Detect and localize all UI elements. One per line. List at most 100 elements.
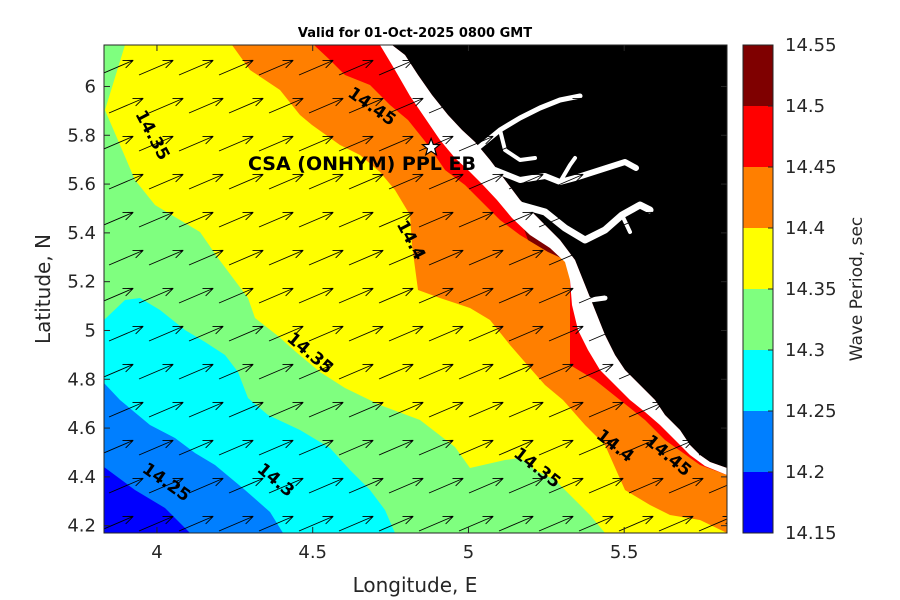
wave-vector-arrow [458,211,494,228]
wave-vector-arrow [668,477,704,494]
land-mask [392,45,727,468]
x-tick-label: 4 [151,542,162,563]
wave-vector-arrow [308,325,344,342]
colorbar-tick-label: 14.35 [785,279,837,300]
wave-vector-arrow [578,439,614,456]
wave-vector-arrow [218,515,254,532]
wave-vector-arrow [338,211,374,228]
wave-vector-arrow [418,211,454,228]
wave-vector-arrow [498,135,534,152]
wave-vector-arrow [298,439,334,456]
star-icon [420,136,442,157]
wave-vector-arrow [348,401,384,418]
x-axis-label: Longitude, E [353,573,478,597]
wave-vector-arrow [378,135,414,152]
wave-vector-arrow [538,515,574,532]
wave-vector-arrow [104,363,134,378]
wave-vector-arrow [188,401,224,418]
wave-vector-arrow [138,59,174,76]
wave-vector-arrow [338,515,374,532]
wave-vector-arrow [258,287,294,304]
wave-vector-arrow [388,249,424,266]
wave-vector-arrow [428,477,464,494]
wave-vector-arrow [378,59,414,76]
wave-vector-arrow [498,439,534,456]
wave-vector-arrow [628,325,664,342]
wave-vector-arrow [378,439,414,456]
wave-vector-arrow [338,59,374,76]
wave-vector-arrow [298,59,334,76]
wave-vector-arrow [229,554,263,569]
wave-vector-arrow [258,363,294,380]
wave-vector-arrow [188,173,224,190]
wave-vector-arrow [458,287,494,304]
shoreline-strip [380,45,727,475]
wave-vector-arrow [658,211,694,228]
wave-vector-arrow [308,249,344,266]
wave-vector-arrow [458,515,494,532]
wave-vector-arrow [148,477,184,494]
wave-vector-arrow [104,135,134,150]
wave-vector-arrow [308,173,344,190]
wave-vector-arrow [418,363,454,380]
colorbar-segment [743,411,773,472]
wave-vector-arrow [218,439,254,456]
wave-vector-arrow [228,173,264,190]
wave-vector-arrow [108,173,144,190]
wave-vector-arrow [669,554,703,569]
wave-vector-arrow [538,363,574,380]
wave-vector-arrow [548,97,584,114]
wave-vector-arrow [228,401,264,418]
wave-vector-arrow [138,287,174,304]
colorbar-tick-label: 14.25 [785,401,837,422]
colorbar-segment [743,45,773,106]
wave-vector-arrow [378,211,414,228]
x-tick-label: 5.5 [610,542,639,563]
wave-vector-arrow [188,325,224,342]
wave-vector-arrow [628,249,664,266]
wave-vector-arrow [628,97,664,114]
wave-vector-arrow [548,477,584,494]
wave-vector-arrow [658,515,694,532]
wave-vector-arrow [548,325,584,342]
colorbar-tick-label: 14.5 [785,96,825,117]
wave-vector-arrow [104,59,134,74]
wave-vector-arrow [348,325,384,342]
wave-vector-arrow [108,249,144,266]
river-channels [475,93,654,303]
wave-vector-arrow [258,59,294,76]
wave-vector-arrow [578,135,614,152]
colorbar-segment [743,289,773,350]
wave-vector-arrow [148,401,184,418]
wave-vector-arrow [428,401,464,418]
wave-vector-arrow [378,363,414,380]
wave-vector-arrow [508,325,544,342]
wave-vector-arrow [218,363,254,380]
wave-vector-arrow [618,287,654,304]
wave-vector-arrow [468,325,504,342]
wave-vector-arrow [458,59,494,76]
wave-vector-arrow [508,97,544,114]
wave-vector-arrow [268,249,304,266]
wave-vector-arrow [508,249,544,266]
wave-vector-arrow [538,135,574,152]
wave-vector-arrow [668,97,704,114]
wave-vector-arrow [428,97,464,114]
wave-vector-arrow [268,173,304,190]
wave-vector-arrow [668,249,704,266]
wave-vector-arrow [498,59,534,76]
wave-vector-arrow [348,477,384,494]
wave-vector-arrow [268,477,304,494]
wave-vector-arrow [668,325,704,342]
map-title: Valid for 01-Oct-2025 0800 GMT [298,26,532,41]
wave-vector-arrow [538,211,574,228]
wave-vector-arrow [628,173,664,190]
map-area [104,45,727,569]
wave-vectors [104,59,727,569]
wave-vector-arrow [138,363,174,380]
colorbar-segment [743,106,773,167]
wave-vector-arrow [618,439,654,456]
wave-vector-arrow [388,173,424,190]
wave-vector-arrow [658,59,694,76]
wave-vector-arrow [708,408,727,418]
